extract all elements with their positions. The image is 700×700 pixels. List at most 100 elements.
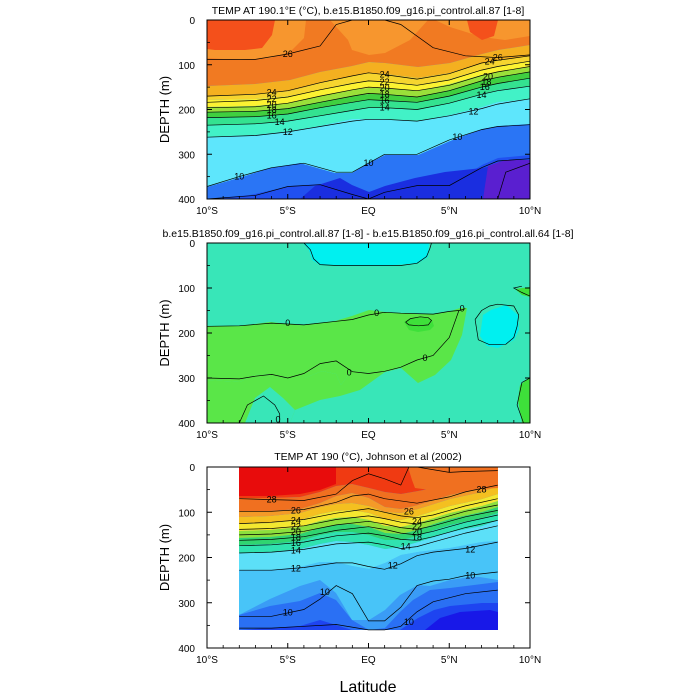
panel-3-x-tick-label: 10°S xyxy=(196,655,218,666)
panel-1-contour-label: 24 xyxy=(267,87,277,97)
panel-3-contour-label: 12 xyxy=(465,544,475,554)
panel-1-band-25 xyxy=(207,45,530,96)
panel-1-contour-0 xyxy=(207,20,530,60)
panel-2-contour-label: 0 xyxy=(347,368,352,378)
panel-1-field: 26 26242422201816142422201816141210101214… xyxy=(207,20,530,199)
panel-2-contour-3 xyxy=(303,243,432,266)
panel-3-contour-7 xyxy=(239,525,498,554)
panel-1-band-12 xyxy=(207,99,530,187)
panel-1-band-14 xyxy=(207,86,530,137)
panel-1-contour-4 xyxy=(207,71,530,113)
panel-3-contour-label: 20 xyxy=(291,527,301,537)
panel-3-contour-10 xyxy=(239,589,498,631)
panel-3-contour-5 xyxy=(239,514,498,541)
panel-1-band-20 xyxy=(207,67,530,112)
panel-3: TEMP AT 190 (°C), Johnson et al (2002) xyxy=(157,451,541,666)
panel-1-y-tick-label: 300 xyxy=(178,150,195,161)
panel-3-contour-label: 28 xyxy=(267,495,277,505)
panel-1-band-8 xyxy=(300,160,530,199)
panel-1-contour-label: 22 xyxy=(380,77,390,87)
panel-3-band-14 xyxy=(239,520,498,570)
panel-2-y-axis-label: DEPTH (m) xyxy=(157,299,172,366)
panel-3-contour-label: 28 xyxy=(477,485,487,495)
panel-2-contour-4 xyxy=(474,303,520,346)
panel-1-contour-label: 10 xyxy=(363,158,373,168)
panel-1-band-18 xyxy=(207,72,530,117)
x-axis-label: Latitude xyxy=(340,679,397,696)
panel-3-contour-3 xyxy=(239,504,498,530)
panel-3-contour-label: 22 xyxy=(291,522,301,532)
panel-3-band-18 xyxy=(239,507,498,545)
panel-1-x-tick-label: 10°N xyxy=(519,206,541,217)
panel-3-y-tick-label: 0 xyxy=(189,463,195,474)
panel-2-contour-label: 0 xyxy=(276,414,281,424)
panel-3-band-22 xyxy=(239,494,498,531)
panel-2-region-blob-plus xyxy=(480,305,519,348)
panel-2-contour-0 xyxy=(207,308,466,327)
panel-2-y-tick-label: 300 xyxy=(178,374,195,385)
panel-1-contour-label: 16 xyxy=(267,110,277,120)
panel-3-contour-4 xyxy=(239,510,498,536)
panel-2-contour-1 xyxy=(207,310,460,380)
panel-3-contour-label: 18 xyxy=(291,533,301,543)
panel-1-contour-8 xyxy=(207,124,530,187)
panel-1-contour-label: 20 xyxy=(483,71,493,81)
panel-1-contour-label: 26 xyxy=(283,49,293,59)
panel-3-contour-8 xyxy=(239,541,498,571)
panel-1-band-28 xyxy=(207,20,498,50)
panel-1-contour-label: 10 xyxy=(452,132,462,142)
panel-1-band-16 xyxy=(207,78,530,125)
panel-3-x-tick-label: EQ xyxy=(361,655,376,666)
panel-2-region-plus xyxy=(303,243,429,266)
panel-1-contour-label: 14 xyxy=(380,103,390,113)
panel-1-contour-labels: 26 26242422201816142422201816141210101214… xyxy=(234,49,503,182)
panel-2-x-tick-label: 5°S xyxy=(280,430,297,441)
panel-1-y-tick-label: 0 xyxy=(189,16,195,27)
panel-1-contour-label: 20 xyxy=(267,100,277,110)
panel-1-contour-label: 20 xyxy=(380,83,390,93)
panel-2-contour-2 xyxy=(238,395,281,423)
panel-1-contour-6 xyxy=(207,85,530,126)
panel-3-title: TEMP AT 190 (°C), Johnson et al (2002) xyxy=(274,451,461,463)
panel-2-title: b.e15.B1850.f09_g16.pi_control.all.87 [1… xyxy=(163,228,574,240)
panel-3-contour-label: 14 xyxy=(401,542,411,552)
panel-2-y-tick-label: 100 xyxy=(178,284,195,295)
panel-1-contour-7 xyxy=(207,98,530,138)
panel-3-band-12 xyxy=(239,541,498,620)
panel-1-contour-label: 22 xyxy=(267,94,277,104)
panel-1-contour-9 xyxy=(207,158,530,199)
panel-3-contour-label: 10 xyxy=(404,617,414,627)
panel-3-x-tick-label: 10°N xyxy=(519,655,541,666)
panel-1-contour-label: 16 xyxy=(380,96,390,106)
panel-3-contour-label: 20 xyxy=(412,527,422,537)
panel-3-band-28b xyxy=(239,467,336,496)
panel-3-band-16 xyxy=(239,513,498,553)
panel-3-axes: 10°S 5°S EQ 5°N 10°N 0 100 200 300 400 DEPTH (m) xyxy=(157,463,541,666)
panel-3-band-20 xyxy=(239,501,498,538)
panel-1-contour-1 xyxy=(207,55,530,97)
panel-3-contour-lines xyxy=(239,467,498,631)
panel-2-y-tick-label: 0 xyxy=(189,239,195,250)
panel-2-region-zero-green xyxy=(207,308,467,385)
panel-3-contour-label: 10 xyxy=(465,571,475,581)
panel-3-contour-label: 26 xyxy=(291,505,301,515)
panel-1-y-tick-label: 200 xyxy=(178,106,195,117)
panel-1-contour-label: 18 xyxy=(380,89,390,99)
panel-1-band-24 xyxy=(207,56,530,100)
panel-3-contour-2 xyxy=(239,498,498,524)
panel-1-contour-10 xyxy=(497,162,530,199)
panel-1-y-tick-label: 100 xyxy=(178,61,195,72)
panel-1: TEMP AT 190.1°E (°C), b.e15.B1850.f09_g1… xyxy=(157,5,541,217)
panel-1-contour-label: 26 xyxy=(493,53,503,63)
panel-1-contour-2 xyxy=(207,60,530,103)
panel-1-x-tick-label: 10°S xyxy=(196,206,218,217)
panel-1-x-tick-label: EQ xyxy=(361,206,376,217)
panel-2-contour-label: 0 xyxy=(374,308,379,318)
panel-3-x-tick-label: 5°S xyxy=(280,655,297,666)
panel-2-x-tick-label: EQ xyxy=(361,430,376,441)
panel-3-band-9 xyxy=(239,603,498,630)
panel-2-y-tick-label: 200 xyxy=(178,329,195,340)
panel-3-y-axis-label: DEPTH (m) xyxy=(157,524,172,591)
